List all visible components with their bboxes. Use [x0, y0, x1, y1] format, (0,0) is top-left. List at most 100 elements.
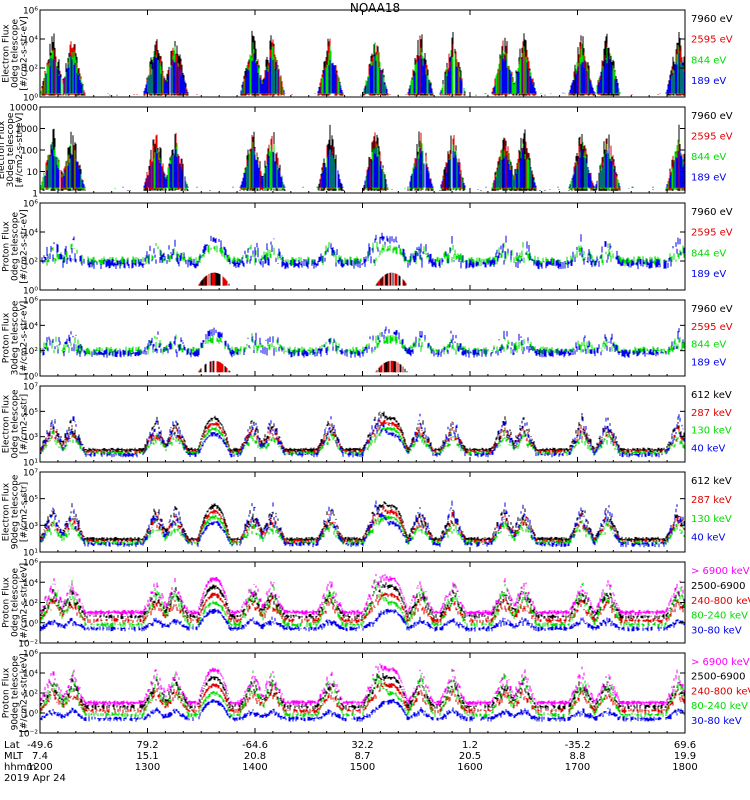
- series-trace: [40, 501, 685, 543]
- panel-7: 10⁻² 10⁰ 10² 10⁴ 10⁶ MEPED Proton Flux 0deg tel…: [0, 559, 750, 650]
- x-mlt-label: 20.5: [459, 751, 481, 762]
- series-trace: [40, 669, 685, 718]
- y-tick-label: 10⁻²: [18, 640, 38, 650]
- y-tick-label: 10¹: [23, 459, 38, 469]
- legend-entry: 2595 eV: [691, 35, 733, 46]
- x-mlt-label: 19.9: [674, 751, 696, 762]
- x-lat-label: 32.2: [351, 740, 373, 751]
- x-lat-label: 79.2: [136, 740, 158, 751]
- series-trace: [198, 360, 408, 373]
- y-axis-label: MEPED: [0, 587, 3, 619]
- x-mlt-label: 8.8: [570, 751, 586, 762]
- series-green: [40, 579, 685, 628]
- panel-4: 10⁰ 10² 10⁴ 10⁶ TED Proton Flux 30deg telescop…: [0, 297, 733, 383]
- y-tick-label: 10⁴: [23, 229, 38, 239]
- panel-2-traces: [40, 124, 685, 191]
- series-trace: [198, 272, 406, 286]
- panel-7-traces: [40, 574, 685, 632]
- legend-entry: 7960 eV: [691, 304, 733, 315]
- panel-7-legend: > 6900 keV 2500-6900 240-800 keV 80-240 keV…: [691, 566, 750, 637]
- series-trace: [41, 232, 685, 270]
- legend-entry: > 6900 keV: [691, 566, 750, 577]
- series-black: [198, 360, 408, 373]
- series-blue: [44, 144, 685, 188]
- panel-6-traces: [40, 500, 685, 548]
- legend-entry: 130 keV: [691, 426, 732, 437]
- y-tick-label: 10²: [23, 347, 38, 357]
- y-axis-label: Proton Flux: [2, 312, 12, 363]
- x-row-label: MLT: [4, 751, 24, 762]
- y-axis-label: 30deg telescope: [11, 300, 21, 375]
- y-axis-label: [#/cm2-s-str-keV]: [20, 653, 30, 732]
- series-trace: [40, 579, 685, 628]
- legend-entry: 2500-6900: [691, 672, 746, 683]
- panel-5-legend: 612 keV 287 keV 130 keV 40 keV: [691, 390, 732, 455]
- legend-entry: 189 eV: [691, 76, 726, 87]
- y-tick-label: 10²: [23, 65, 38, 75]
- y-axis-label: MEPED: [0, 677, 3, 709]
- series-red: [198, 272, 407, 286]
- legend-entry: 2595 eV: [691, 228, 733, 239]
- y-axis-label: 0deg telescope: [11, 389, 21, 459]
- panel-6: 10¹ 10³ 10⁵ 10⁷ MEPED Electron Flux 90deg tele…: [0, 469, 732, 559]
- y-tick-label: 10000: [9, 104, 38, 114]
- legend-entry: 40 keV: [691, 533, 725, 544]
- legend-entry: 2595 eV: [691, 131, 733, 142]
- y-axis-label: TED: [0, 44, 3, 63]
- y-tick-label: 10⁴: [23, 579, 38, 589]
- series-trace: [40, 608, 685, 632]
- y-axis-label: 90deg telescope: [11, 474, 21, 549]
- y-axis-label: 0deg telescope: [11, 19, 21, 89]
- y-tick-label: 10¹: [23, 549, 38, 559]
- legend-entry: 240-800 keV: [691, 596, 750, 607]
- x-lat-label: -49.6: [27, 740, 53, 751]
- y-axis-label: 90deg telescope: [11, 655, 21, 730]
- series-trace: [40, 592, 685, 624]
- y-tick-label: 10⁷: [23, 383, 38, 393]
- x-time-label: 1300: [135, 762, 160, 773]
- legend-entry: 287 keV: [691, 408, 732, 419]
- y-tick-label: 10⁰: [23, 619, 38, 629]
- panel-4-legend: 7960 eV 2595 eV 844 eV 189 eV: [691, 304, 733, 369]
- y-tick-label: 10⁶: [23, 650, 38, 660]
- y-tick-label: 10⁵: [23, 408, 38, 418]
- y-axis-label: [#/cm2-s-str]: [20, 482, 30, 542]
- series-magenta: [40, 574, 685, 616]
- y-axis-label: TED: [0, 237, 3, 256]
- series-red: [40, 681, 685, 714]
- panel-frame: [39, 561, 686, 644]
- series-red: [198, 360, 404, 373]
- series-black: [40, 673, 685, 710]
- x-lat-label: 69.6: [674, 740, 696, 751]
- y-tick-label: 10²: [23, 690, 38, 700]
- panel-3: 10⁰ 10² 10⁴ 10⁶ TED Proton Flux 0deg telescope…: [0, 200, 733, 297]
- panel-4-traces: [40, 326, 685, 373]
- legend-entry: 80-240 keV: [691, 611, 748, 622]
- y-axis-label: [#/cm2-s-str]: [20, 394, 30, 454]
- series-blue: [40, 608, 685, 632]
- y-axis-label: 30deg telescope: [6, 112, 16, 187]
- panel-frame: [39, 202, 686, 291]
- legend-entry: 844 eV: [691, 55, 726, 66]
- legend-entry: 7960 eV: [691, 207, 733, 218]
- y-tick-label: 1000: [15, 125, 38, 135]
- legend-entry: 7960 eV: [691, 14, 733, 25]
- x-mlt-label: 8.7: [355, 751, 371, 762]
- legend-entry: 189 eV: [691, 358, 726, 369]
- y-tick-label: 10⁵: [23, 495, 38, 505]
- panel-frame: [39, 299, 686, 377]
- legend-entry: 189 eV: [691, 269, 726, 280]
- x-time-label: 1500: [350, 762, 375, 773]
- x-lat-label: -64.6: [242, 740, 268, 751]
- y-tick-label: 10⁶: [23, 559, 38, 569]
- y-axis-label: Electron Flux: [2, 394, 12, 453]
- y-tick-label: 10³: [23, 433, 38, 443]
- panel-8: 10⁻² 10⁰ 10² 10⁴ 10⁶ MEPED Proton Flux 90deg te…: [0, 650, 750, 740]
- x-time-label: 1700: [565, 762, 590, 773]
- y-tick-label: 10⁶: [23, 7, 38, 17]
- y-axis-label: Proton Flux: [2, 577, 12, 628]
- panel-1: 10⁰ 10² 10⁴ 10⁶ TED Electron Flux 0deg telesco…: [0, 7, 733, 104]
- series-trace: [198, 360, 404, 373]
- series-trace: [40, 413, 685, 458]
